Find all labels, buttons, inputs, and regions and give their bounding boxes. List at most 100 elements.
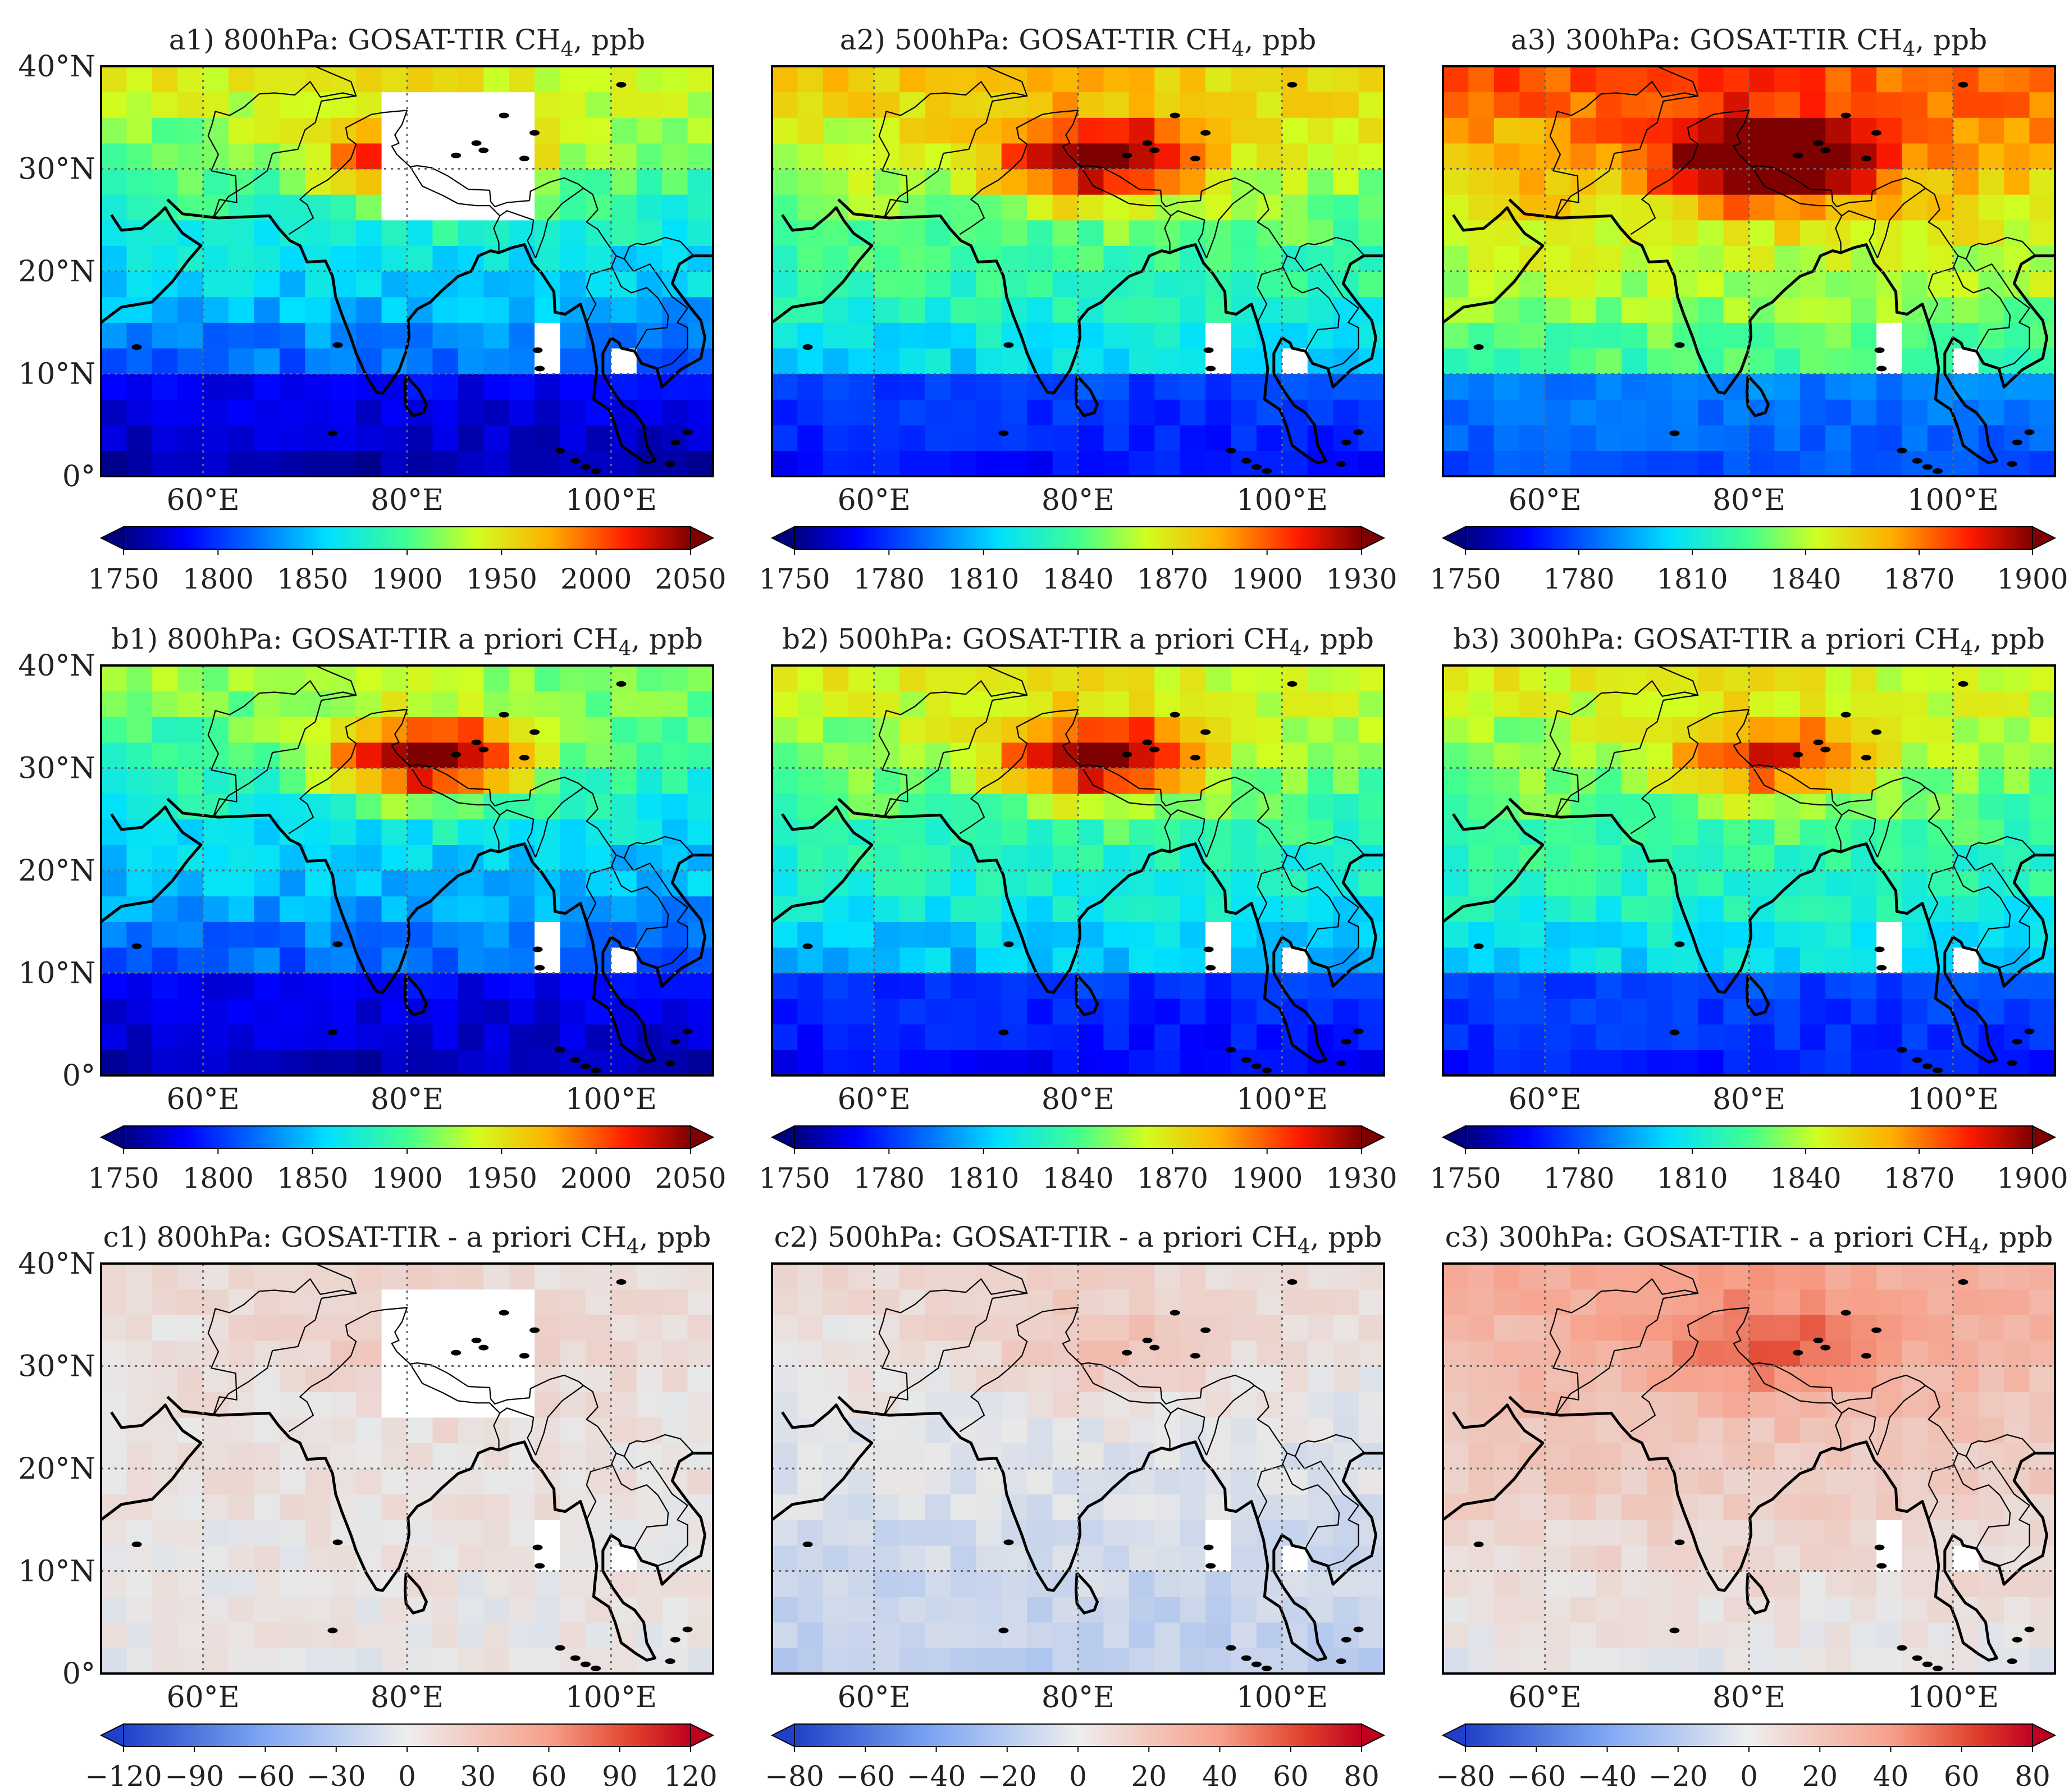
grid-cell xyxy=(1027,220,1053,246)
grid-cell xyxy=(636,768,663,794)
grid-cell xyxy=(2004,665,2030,692)
grid-cell xyxy=(483,1622,510,1648)
grid-cell xyxy=(1672,220,1698,246)
grid-cell xyxy=(1282,271,1308,298)
grid-cell xyxy=(203,1622,229,1648)
grid-cell xyxy=(976,819,1002,845)
grid-cell xyxy=(772,92,798,118)
grid-cell xyxy=(797,348,824,375)
grid-cell xyxy=(356,1050,382,1075)
island xyxy=(580,1063,591,1069)
grid-cell xyxy=(1443,870,1469,897)
grid-cell xyxy=(126,947,153,974)
grid-cell xyxy=(797,1366,824,1392)
grid-cell xyxy=(585,117,611,144)
grid-cell xyxy=(1953,896,1979,922)
colorbar-extend-max xyxy=(2032,526,2057,550)
grid-cell xyxy=(1001,373,1027,400)
grid-cell xyxy=(1358,1520,1384,1546)
grid-cell xyxy=(1027,742,1053,769)
grid-cell xyxy=(772,1289,798,1315)
grid-cell xyxy=(687,998,713,1025)
grid-cell xyxy=(1953,322,1979,349)
grid-cell xyxy=(1231,1417,1257,1443)
grid-cell xyxy=(152,947,178,974)
grid-cell xyxy=(1468,1340,1495,1367)
grid-cell xyxy=(126,322,153,349)
country-border xyxy=(489,1402,536,1456)
grid-cell xyxy=(126,1340,153,1367)
grid-cell xyxy=(305,1571,331,1597)
grid-cell xyxy=(1078,947,1104,974)
grid-cell xyxy=(305,245,331,272)
grid-cell xyxy=(662,399,688,426)
grid-cell xyxy=(1774,220,1801,246)
grid-cell xyxy=(1358,922,1384,948)
grid-cell xyxy=(305,450,331,476)
grid-cell xyxy=(1876,1520,1903,1546)
grid-cell xyxy=(126,1469,153,1495)
grid-cell xyxy=(101,1597,127,1623)
grid-cell xyxy=(1723,896,1750,922)
grid-cell xyxy=(1953,819,1979,845)
grid-cell xyxy=(1902,117,1928,144)
grid-cell xyxy=(203,1315,229,1341)
grid-cell xyxy=(1443,66,1469,93)
grid-cell xyxy=(1902,1289,1928,1315)
grid-cell xyxy=(899,1024,926,1050)
grid-cell xyxy=(611,922,637,948)
grid-cell xyxy=(1493,1494,1520,1520)
grid-cell xyxy=(1333,425,1359,451)
grid-cell xyxy=(950,168,976,195)
grid-cell xyxy=(1647,373,1673,400)
island xyxy=(499,1310,509,1316)
colorbar-extend-min xyxy=(770,1125,795,1150)
grid-cell xyxy=(823,1340,849,1367)
grid-cell xyxy=(1129,1289,1155,1315)
grid-cell xyxy=(407,1392,433,1418)
grid-cell xyxy=(687,845,713,871)
grid-cell xyxy=(1570,143,1597,170)
grid-cell xyxy=(1468,297,1495,323)
grid-cell xyxy=(483,768,510,794)
grid-cell xyxy=(1358,1417,1384,1443)
grid-cell xyxy=(874,399,900,426)
panel-b2: b2) 500hPa: GOSAT-TIR a priori CH4, ppb6… xyxy=(759,623,1397,1194)
grid-cell xyxy=(1468,66,1495,93)
grid-cell xyxy=(950,998,976,1025)
grid-cell xyxy=(1205,322,1232,349)
grid-cell xyxy=(611,1340,637,1367)
grid-cell xyxy=(1978,1315,2004,1341)
grid-cell xyxy=(432,768,459,794)
grid-cell xyxy=(1953,1315,1979,1341)
grid-cell xyxy=(1851,168,1877,195)
grid-cell xyxy=(874,1520,900,1546)
grid-cell xyxy=(1698,870,1724,897)
x-tick-label: 80°E xyxy=(1712,1083,1785,1116)
country-border xyxy=(1295,258,1359,370)
grid-cell xyxy=(483,66,510,93)
grid-cell xyxy=(1545,742,1571,769)
grid-cell xyxy=(229,1469,255,1495)
grid-cell xyxy=(177,117,204,144)
island xyxy=(1933,1067,1943,1073)
grid-cell xyxy=(152,717,178,743)
grid-cell xyxy=(662,1289,688,1315)
grid-cell xyxy=(152,450,178,476)
grid-cell xyxy=(1749,373,1775,400)
grid-cell xyxy=(925,1024,951,1050)
grid-cell xyxy=(1333,92,1359,118)
island xyxy=(1203,1544,1214,1551)
grid-cell xyxy=(1443,1315,1469,1341)
grid-cell xyxy=(1078,1648,1104,1674)
grid-cell xyxy=(330,819,357,845)
grid-cell xyxy=(1103,922,1130,948)
grid-cell xyxy=(483,373,510,400)
grid-cell xyxy=(1180,947,1206,974)
grid-cell xyxy=(407,1443,433,1469)
grid-cell xyxy=(1078,373,1104,400)
grid-cell xyxy=(330,947,357,974)
colorbar-bar xyxy=(1465,1125,2033,1149)
grid-cell xyxy=(1545,1622,1571,1648)
grid-cell xyxy=(662,66,688,93)
